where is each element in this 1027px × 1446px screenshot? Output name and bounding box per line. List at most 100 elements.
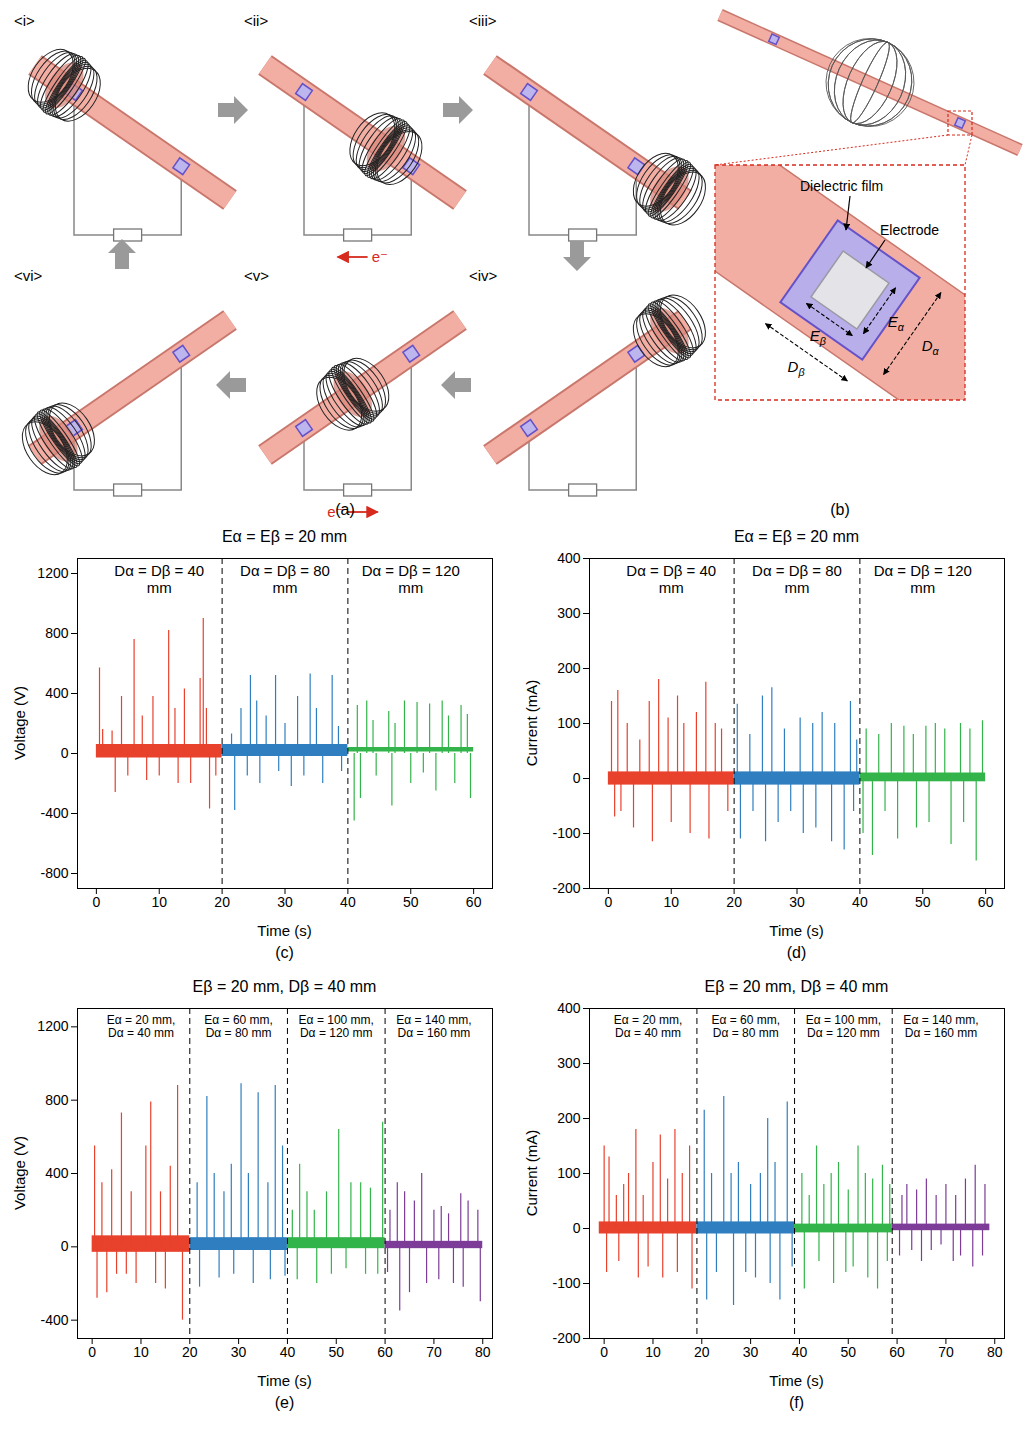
svg-text:-800: -800 (40, 865, 68, 881)
svg-text:1200: 1200 (37, 565, 68, 581)
svg-text:(a): (a) (335, 501, 355, 518)
svg-text:0: 0 (600, 1344, 608, 1360)
svg-text:200: 200 (557, 1110, 581, 1126)
html-text:Eα = Eβ = 20 mm: Eα = Eβ = 20 mm (221, 528, 348, 545)
svg-text:10: 10 (663, 894, 679, 910)
html-text:Time (s): Time (s) (257, 922, 312, 939)
svg-text:Dα = Dβ = 80mm: Dα = Dβ = 80mm (240, 562, 330, 596)
svg-text:<iv>: <iv> (469, 267, 498, 284)
svg-text:60: 60 (978, 894, 994, 910)
svg-text:400: 400 (45, 685, 69, 701)
svg-text:70: 70 (938, 1344, 954, 1360)
svg-text:1200: 1200 (37, 1018, 68, 1034)
svg-text:0: 0 (92, 894, 100, 910)
svg-text:Dα = Dβ = 80mm: Dα = Dβ = 80mm (752, 562, 842, 596)
svg-text:Eα = 140 mm,Dα = 160 mm: Eα = 140 mm,Dα = 160 mm (903, 1013, 978, 1040)
svg-text:30: 30 (277, 894, 293, 910)
html-text:Voltage (V): Voltage (V) (10, 685, 28, 761)
html-text:Current (mA): Current (mA) (522, 679, 540, 767)
svg-text:e⁻: e⁻ (372, 248, 388, 265)
svg-text:400: 400 (557, 1000, 581, 1016)
svg-text:60: 60 (466, 894, 482, 910)
svg-text:Eα = 100 mm,Dα = 120 mm: Eα = 100 mm,Dα = 120 mm (806, 1013, 881, 1040)
html-text:Eβ = 20 mm, Dβ = 40 mm: Eβ = 20 mm, Dβ = 40 mm (704, 978, 889, 995)
html-text:Eβ = 20 mm, Dβ = 40 mm: Eβ = 20 mm, Dβ = 40 mm (192, 978, 377, 995)
svg-text:100: 100 (557, 1165, 581, 1181)
svg-text:0: 0 (88, 1344, 96, 1360)
svg-text:10: 10 (133, 1344, 149, 1360)
svg-text:10: 10 (151, 894, 167, 910)
svg-text:40: 40 (340, 894, 356, 910)
svg-text:800: 800 (45, 625, 69, 641)
html-text:Eα = Eβ = 20 mm: Eα = Eβ = 20 mm (733, 528, 860, 545)
svg-text:20: 20 (182, 1344, 198, 1360)
svg-text:(b): (b) (830, 501, 850, 518)
svg-text:-400: -400 (40, 1312, 68, 1328)
svg-text:50: 50 (840, 1344, 856, 1360)
svg-text:50: 50 (403, 894, 419, 910)
svg-text:400: 400 (45, 1165, 69, 1181)
svg-text:800: 800 (45, 1092, 69, 1108)
svg-text:0: 0 (573, 1220, 581, 1236)
html-text:(c): (c) (275, 944, 294, 961)
html-text:(d): (d) (786, 944, 807, 961)
svg-text:0: 0 (604, 894, 612, 910)
svg-text:60: 60 (377, 1344, 393, 1360)
svg-text:400: 400 (557, 550, 581, 566)
svg-text:Eα = 60 mm,Dα = 80 mm: Eα = 60 mm,Dα = 80 mm (711, 1013, 780, 1040)
svg-text:70: 70 (426, 1344, 442, 1360)
svg-text:<ii>: <ii> (244, 12, 268, 29)
svg-text:Eα = 60 mm,Dα = 80 mm: Eα = 60 mm,Dα = 80 mm (204, 1013, 273, 1040)
svg-text:Eα = 20 mm,Dα = 40 mm: Eα = 20 mm,Dα = 40 mm (107, 1013, 176, 1040)
svg-text:<i>: <i> (14, 12, 35, 29)
svg-text:Dα = Dβ = 120mm: Dα = Dβ = 120mm (362, 562, 460, 596)
html-text:Voltage (V): Voltage (V) (10, 1135, 28, 1211)
svg-text:Dα = Dβ = 120mm: Dα = Dβ = 120mm (874, 562, 972, 596)
svg-text:40: 40 (280, 1344, 296, 1360)
svg-text:Electrode: Electrode (880, 222, 939, 238)
html-text:Time (s): Time (s) (257, 1372, 312, 1389)
svg-text:Dα = Dβ = 40mm: Dα = Dβ = 40mm (626, 562, 716, 596)
svg-text:Dα: Dα (922, 337, 940, 357)
svg-text:40: 40 (852, 894, 868, 910)
svg-text:0: 0 (61, 745, 69, 761)
svg-text:30: 30 (789, 894, 805, 910)
svg-text:50: 50 (328, 1344, 344, 1360)
svg-text:50: 50 (915, 894, 931, 910)
svg-text:Dβ: Dβ (788, 358, 805, 378)
svg-text:0: 0 (61, 1238, 69, 1254)
svg-text:Eβ: Eβ (810, 327, 826, 347)
svg-text:Eα = 140 mm,Dα = 160 mm: Eα = 140 mm,Dα = 160 mm (396, 1013, 471, 1040)
svg-text:200: 200 (557, 660, 581, 676)
svg-text:300: 300 (557, 605, 581, 621)
svg-text:<v>: <v> (244, 267, 269, 284)
svg-text:-400: -400 (40, 805, 68, 821)
svg-text:10: 10 (645, 1344, 661, 1360)
svg-text:Eα = 100 mm,Dα = 120 mm: Eα = 100 mm,Dα = 120 mm (299, 1013, 374, 1040)
svg-text:30: 30 (743, 1344, 759, 1360)
svg-text:300: 300 (557, 1055, 581, 1071)
svg-text:-200: -200 (552, 1330, 580, 1346)
svg-text:60: 60 (889, 1344, 905, 1360)
svg-text:80: 80 (475, 1344, 491, 1360)
svg-text:<vi>: <vi> (14, 267, 43, 284)
svg-text:Eα: Eα (888, 313, 905, 333)
svg-text:-200: -200 (552, 880, 580, 896)
svg-text:<iii>: <iii> (469, 12, 497, 29)
svg-text:80: 80 (987, 1344, 1003, 1360)
svg-text:40: 40 (792, 1344, 808, 1360)
svg-text:0: 0 (573, 770, 581, 786)
html-text:Current (mA): Current (mA) (522, 1129, 540, 1217)
svg-text:Eα = 20 mm,Dα = 40 mm: Eα = 20 mm,Dα = 40 mm (614, 1013, 683, 1040)
html-text:Time (s): Time (s) (769, 922, 824, 939)
svg-text:20: 20 (726, 894, 742, 910)
svg-text:20: 20 (694, 1344, 710, 1360)
svg-text:-100: -100 (552, 1275, 580, 1291)
svg-text:100: 100 (557, 715, 581, 731)
svg-text:30: 30 (231, 1344, 247, 1360)
svg-text:Dielectric film: Dielectric film (800, 178, 883, 194)
svg-text:20: 20 (214, 894, 230, 910)
svg-text:Dα = Dβ = 40mm: Dα = Dβ = 40mm (114, 562, 204, 596)
html-text:(e): (e) (274, 1394, 295, 1411)
svg-text:-100: -100 (552, 825, 580, 841)
